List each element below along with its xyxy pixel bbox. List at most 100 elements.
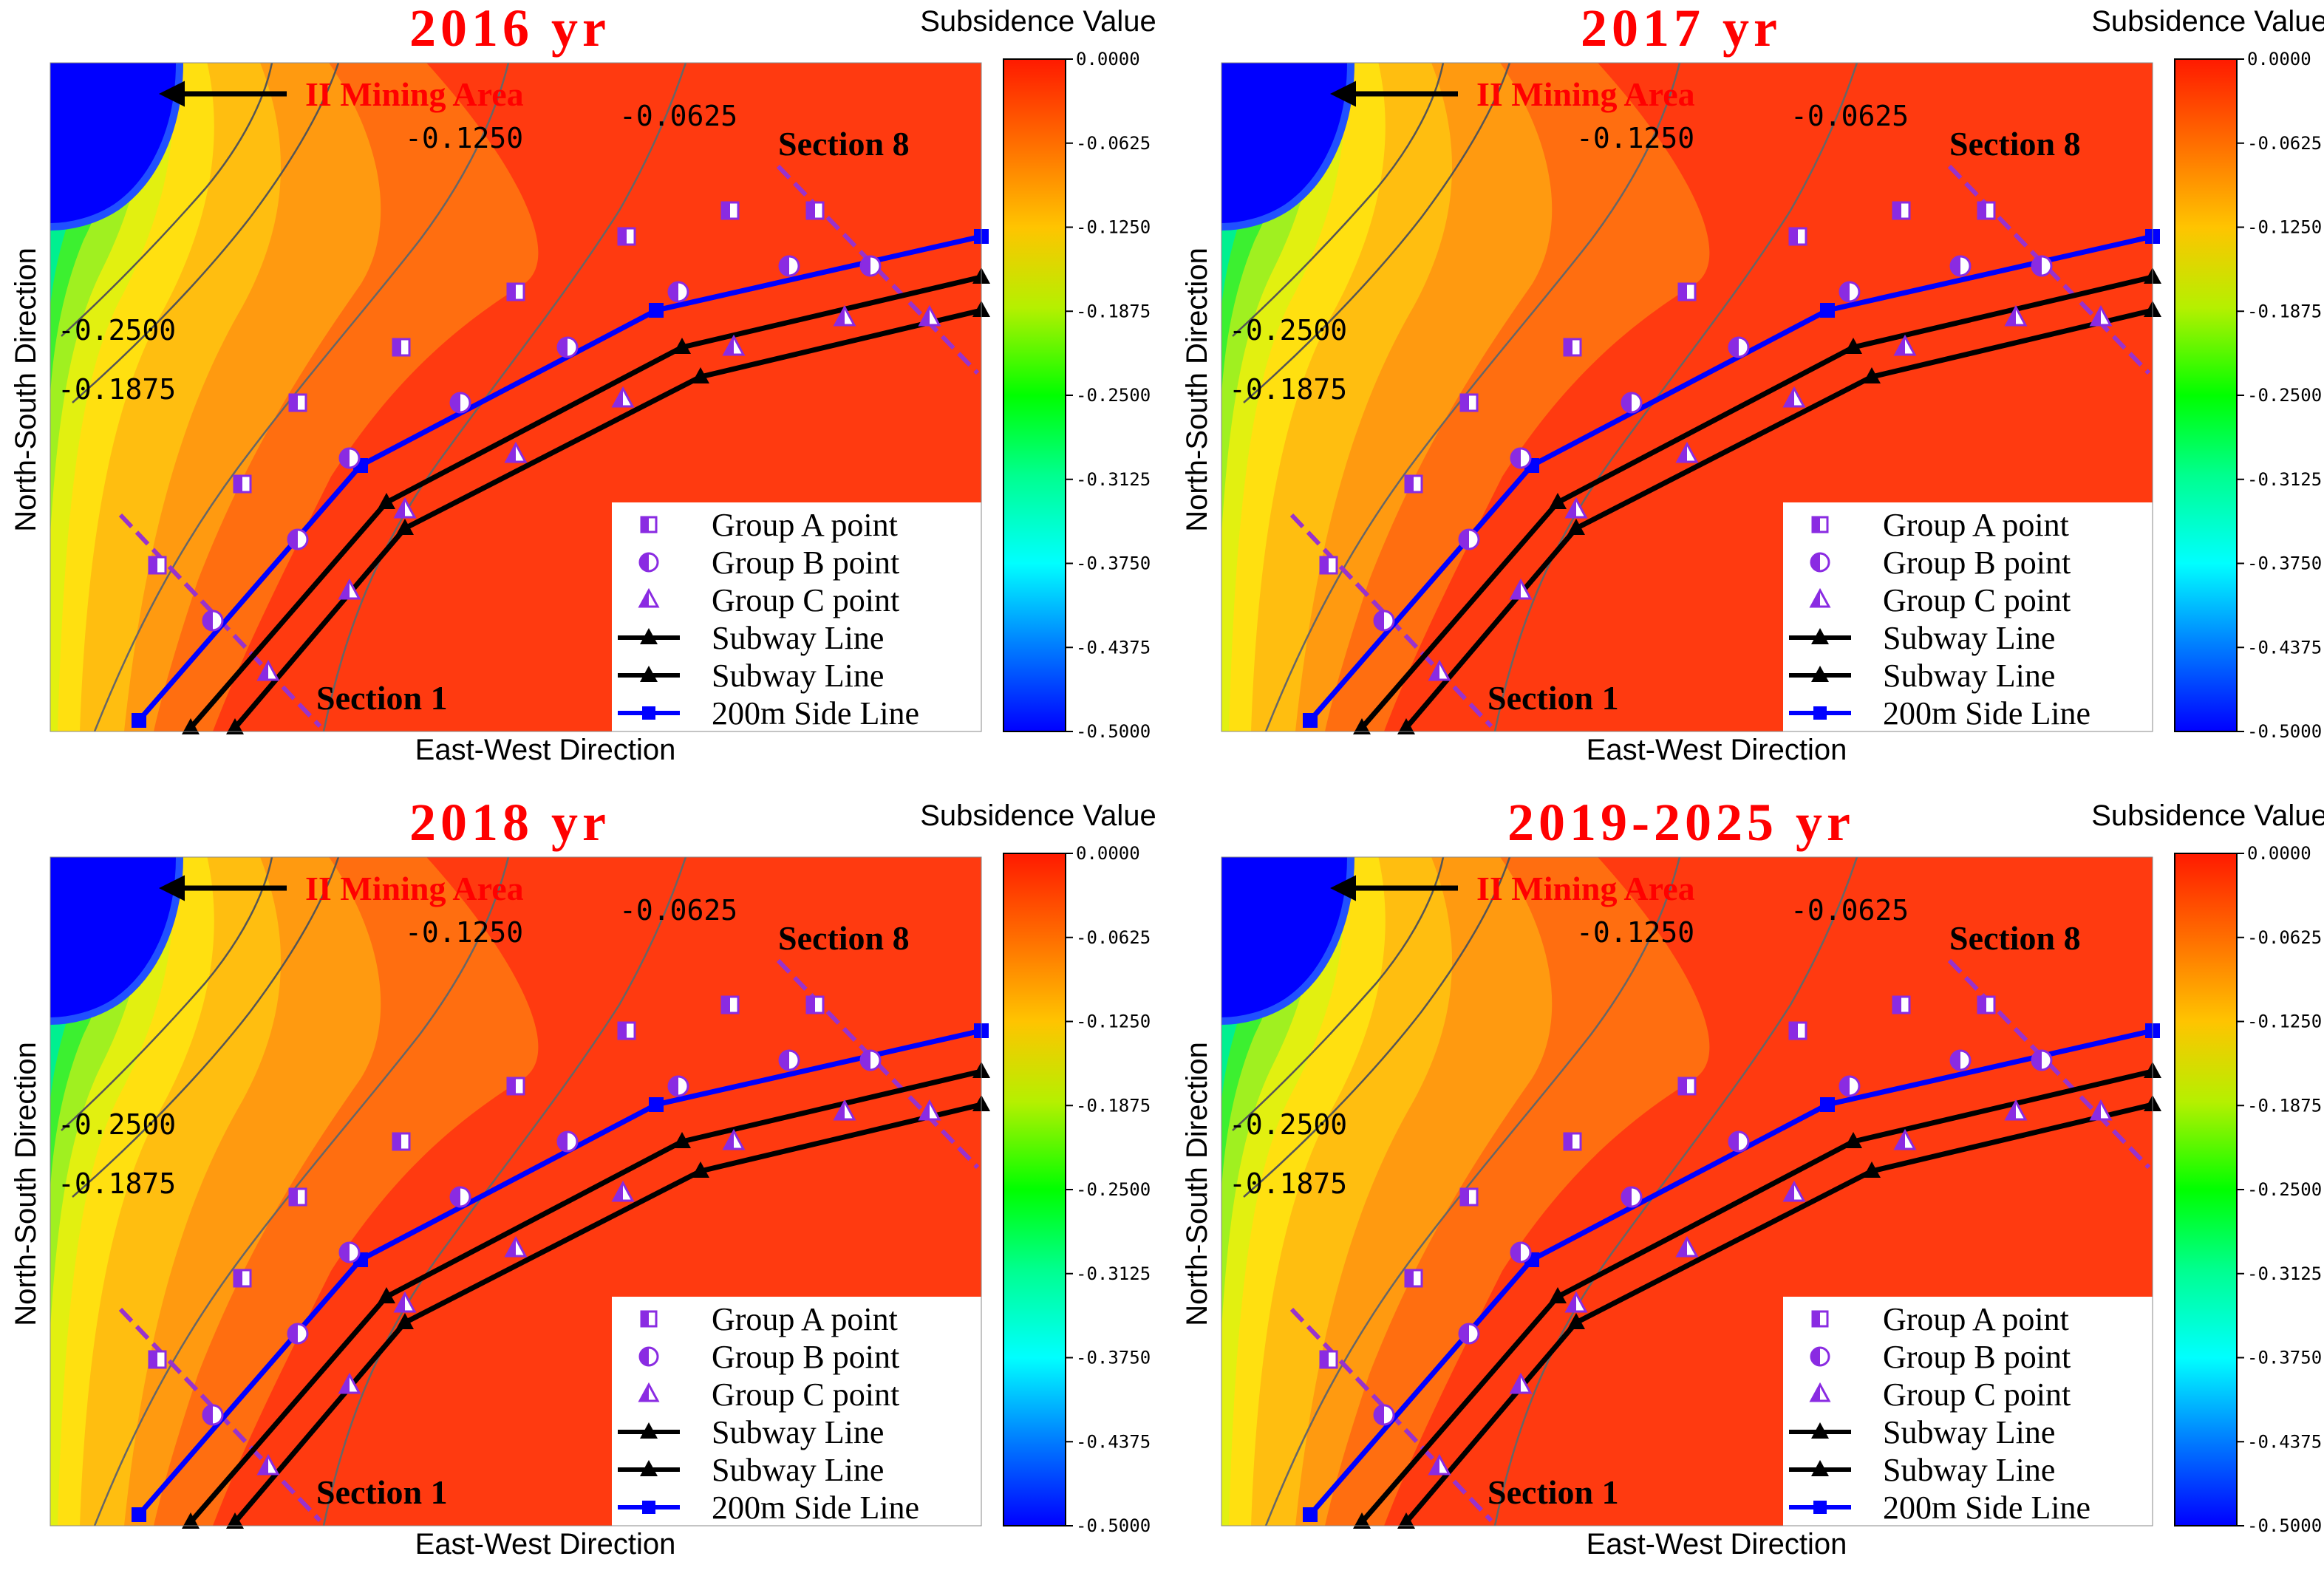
- section-1-label: Section 1: [1488, 679, 1619, 717]
- group-c-point: [338, 1372, 361, 1394]
- square-half-fill: [234, 476, 242, 492]
- colorbar-title: Subsidence Value: [2091, 5, 2324, 38]
- subway-line: [188, 1068, 982, 1524]
- group-c-point: [722, 1128, 746, 1150]
- group-c-point: [504, 1235, 528, 1258]
- group-c-point: [338, 578, 361, 600]
- colorbar-tick-label: -0.0625: [1076, 133, 1151, 154]
- colorbar-tick-label: -0.0625: [2247, 133, 2322, 154]
- group-c-point: [918, 304, 941, 327]
- square-half-fill: [1405, 1270, 1414, 1286]
- square-half-fill: [641, 1311, 649, 1326]
- group-c-point: [2089, 304, 2113, 327]
- subway-line: [1360, 1068, 2153, 1524]
- square-half-fill: [393, 1133, 401, 1150]
- square-half-fill: [1461, 1189, 1469, 1205]
- triangle-half-fill: [1785, 389, 1794, 406]
- subway-marker-icon: [1567, 519, 1585, 535]
- group-a-point: [1319, 1350, 1338, 1369]
- triangle-half-fill: [259, 662, 268, 680]
- group-b-point: [1839, 1075, 1861, 1097]
- square-half-fill: [1321, 1351, 1329, 1368]
- group-a-point: [148, 556, 167, 575]
- panel-2: 2017 yr -0.0625 -0.1250 -0.1875 -0.2500 II Mi…: [1181, 0, 2324, 766]
- contour-map: -0.0625 -0.1250 -0.1875 -0.2500 II Mining Ar…: [50, 62, 990, 734]
- triangle-half-fill: [613, 1183, 623, 1201]
- side-line-marker-icon: [132, 713, 146, 728]
- group-b-point: [1510, 1241, 1532, 1263]
- panel-title: 2016 yr: [409, 0, 610, 58]
- side-line-200m: [1308, 1028, 2153, 1517]
- legend-label: Group C point: [1883, 1377, 2071, 1413]
- legend-symbol: [1811, 1310, 1829, 1328]
- subway-marker-icon: [692, 1161, 709, 1178]
- square-half-fill: [641, 517, 649, 532]
- subway-marker-icon: [1353, 1512, 1371, 1529]
- square-half-fill: [1978, 997, 1986, 1013]
- legend-label: Subway Line: [1883, 1414, 2055, 1450]
- square-half-fill: [1893, 202, 1901, 219]
- subway-marker-icon: [673, 338, 691, 354]
- group-c-point: [722, 334, 746, 356]
- group-a-point: [617, 1021, 636, 1040]
- legend-label: Subway Line: [712, 620, 884, 656]
- subway-marker-icon: [182, 718, 200, 734]
- group-b-point: [338, 1241, 361, 1263]
- triangle-half-fill: [613, 389, 623, 406]
- side-line-marker-icon: [1303, 1507, 1318, 1522]
- group-a-point: [1677, 1077, 1697, 1096]
- group-b-point: [667, 1075, 689, 1097]
- triangle-half-fill: [640, 1385, 649, 1401]
- side-line-200m: [137, 1028, 982, 1517]
- group-b-point: [1949, 1049, 1972, 1071]
- legend-box: [612, 502, 981, 731]
- subway-line: [1404, 307, 2153, 730]
- x-axis-label: East-West Direction: [415, 1528, 676, 1560]
- side-line-marker-icon: [132, 1507, 146, 1522]
- triangle-marker-icon: [1811, 1460, 1829, 1476]
- legend-symbol: [1789, 1501, 1851, 1514]
- side-line-marker-icon: [1303, 713, 1318, 728]
- group-b-point: [1839, 281, 1861, 303]
- triangle-marker-icon: [640, 666, 658, 682]
- legend-label: Group B point: [712, 545, 899, 581]
- group-b-point: [1373, 610, 1395, 632]
- colorbar-tick-label: -0.0625: [2247, 927, 2322, 948]
- legend-symbol: [618, 1422, 680, 1439]
- legend-label: Subway Line: [1883, 1452, 2055, 1488]
- square-half-fill: [1893, 997, 1901, 1013]
- legend-label: Subway Line: [1883, 658, 2055, 694]
- group-a-point: [1459, 1187, 1479, 1207]
- triangle-half-fill: [920, 307, 930, 325]
- group-a-point: [1404, 1269, 1423, 1288]
- group-a-point: [148, 1350, 167, 1369]
- circle-half-fill: [780, 256, 789, 276]
- triangle-half-fill: [1567, 1294, 1576, 1311]
- legend-label: Group B point: [1883, 1339, 2071, 1375]
- triangle-half-fill: [1895, 1131, 1905, 1149]
- subway-marker-icon: [396, 519, 414, 535]
- contour-label: -0.1875: [1229, 1167, 1347, 1200]
- square-half-fill: [1813, 1311, 1820, 1326]
- colorbar-tick-label: -0.3750: [2247, 1348, 2322, 1368]
- group-b-point: [778, 255, 800, 277]
- colorbar-tick-label: -0.3750: [2247, 553, 2322, 574]
- subway-marker-icon: [673, 1132, 691, 1148]
- x-axis-label: East-West Direction: [1587, 1528, 1847, 1560]
- colorbar-tick-label: -0.2500: [1076, 1179, 1151, 1200]
- colorbar-tick-label: -0.3125: [1076, 469, 1151, 490]
- contour-label: -0.1875: [1229, 373, 1347, 406]
- circle-half-fill: [1511, 1243, 1521, 1262]
- circle-half-fill: [1459, 530, 1469, 549]
- contour-label: -0.1250: [1576, 122, 1694, 154]
- legend-symbol: [1809, 587, 1831, 608]
- legend-symbol: [638, 552, 659, 573]
- square-marker-icon: [1813, 706, 1827, 720]
- square-marker-icon: [642, 706, 655, 720]
- circle-half-fill: [1511, 448, 1521, 468]
- colorbar-tick-label: 0.0000: [1076, 843, 1140, 864]
- group-c-point: [1428, 659, 1451, 681]
- colorbar-tick-label: -0.2500: [1076, 385, 1151, 406]
- triangle-half-fill: [920, 1102, 930, 1119]
